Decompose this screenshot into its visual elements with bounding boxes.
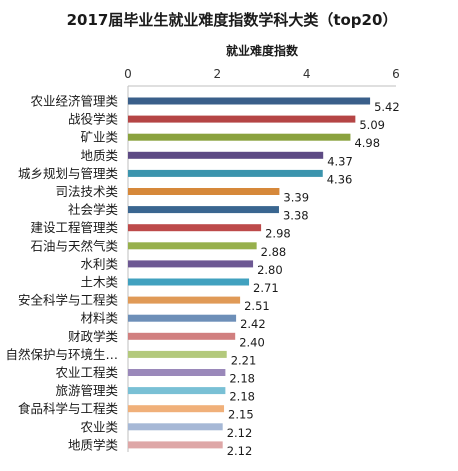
bar — [128, 441, 223, 449]
value-label: 2.80 — [257, 263, 283, 277]
bar — [128, 260, 254, 268]
category-label: 财政学类 — [68, 329, 119, 344]
value-label: 2.18 — [229, 372, 255, 386]
category-label: 安全科学与工程类 — [18, 293, 119, 308]
bar — [128, 151, 324, 159]
category-label: 旅游管理类 — [55, 383, 118, 398]
bars: 农业经济管理类 5.42 战役学类 5.09 矿业类 4.98 地质类 4.37 城乡规划与管理… — [5, 94, 399, 458]
value-label: 3.38 — [283, 209, 309, 223]
bar — [128, 242, 257, 250]
bar — [128, 296, 241, 304]
bar — [128, 423, 223, 431]
bar — [128, 278, 250, 286]
x-tick-label: 2 — [214, 67, 222, 81]
x-tick-label: 6 — [392, 67, 400, 81]
value-label: 4.37 — [327, 154, 353, 168]
category-label: 农业经济管理类 — [30, 94, 118, 109]
value-label: 5.09 — [359, 118, 385, 132]
bar — [128, 133, 351, 141]
category-label: 农业工程类 — [55, 365, 118, 380]
value-label: 2.71 — [253, 281, 279, 295]
value-label: 2.12 — [227, 444, 253, 458]
bar — [128, 169, 323, 177]
value-label: 2.15 — [228, 408, 254, 422]
category-label: 社会学类 — [68, 202, 119, 217]
category-label: 食品科学与工程类 — [18, 401, 119, 416]
bar — [128, 115, 356, 123]
bar — [128, 387, 226, 395]
x-axis-ticks: 0 2 4 6 — [124, 67, 400, 81]
value-label: 5.42 — [374, 100, 400, 114]
bar — [128, 97, 371, 105]
category-label: 农业类 — [80, 419, 118, 434]
category-label: 地质学类 — [68, 437, 119, 452]
category-label: 矿业类 — [80, 130, 118, 145]
bar — [128, 314, 237, 322]
category-label: 司法技术类 — [55, 184, 118, 199]
x-tick-label: 0 — [124, 67, 132, 81]
value-label: 2.12 — [227, 426, 253, 440]
value-label: 3.39 — [283, 191, 309, 205]
value-label: 4.98 — [354, 136, 380, 150]
bar — [128, 350, 227, 358]
value-label: 2.21 — [231, 353, 257, 367]
value-label: 4.36 — [327, 172, 353, 186]
value-label: 2.88 — [261, 245, 287, 259]
bar — [128, 332, 236, 340]
category-label: 石油与天然气类 — [30, 238, 118, 253]
category-label: 水利类 — [80, 256, 118, 271]
category-label: 土木类 — [80, 275, 118, 290]
value-label: 2.98 — [265, 227, 291, 241]
value-label: 2.51 — [244, 299, 270, 313]
category-label: 地质类 — [80, 148, 118, 163]
value-label: 2.18 — [229, 390, 255, 404]
category-label: 城乡规划与管理类 — [18, 166, 119, 181]
x-tick-label: 4 — [303, 67, 311, 81]
bar — [128, 224, 262, 232]
chart-title: 2017届毕业生就业难度指数学科大类（top20） — [67, 11, 398, 29]
category-label: 材料类 — [80, 311, 118, 326]
category-label: 建设工程管理类 — [30, 220, 118, 235]
bar — [128, 369, 226, 376]
bar — [128, 405, 225, 413]
bar — [128, 188, 280, 195]
category-label: 战役学类 — [68, 112, 119, 127]
x-axis-title: 就业难度指数 — [226, 43, 299, 58]
value-label: 2.42 — [240, 317, 266, 331]
category-label: 自然保护与环境生… — [5, 347, 118, 362]
bar — [128, 206, 279, 214]
value-label: 2.40 — [239, 335, 265, 349]
